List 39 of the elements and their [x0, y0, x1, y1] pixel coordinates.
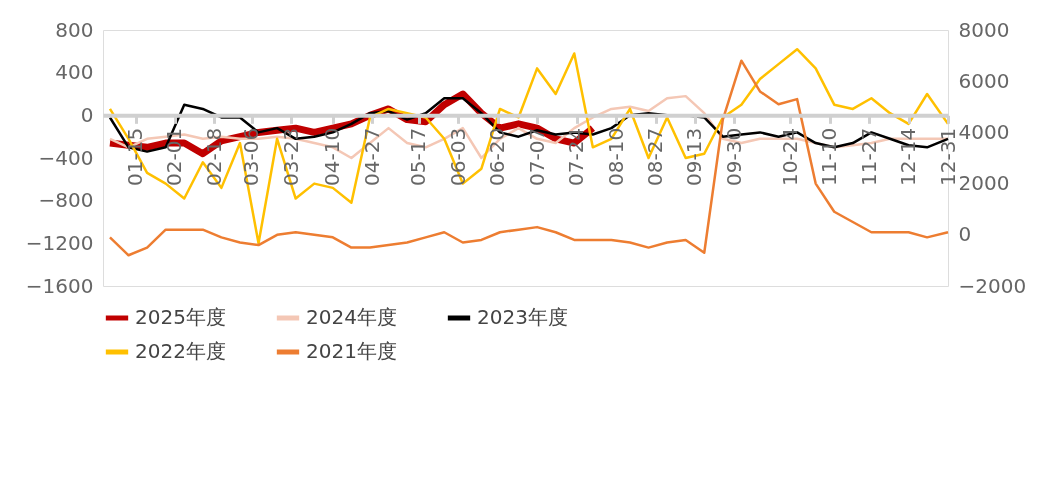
x-tick-label: 01-15	[123, 127, 147, 186]
x-tick-label: 05-17	[406, 127, 431, 186]
y2-tick-label: −2000	[958, 273, 1027, 298]
y2-tick-label: 4000	[958, 119, 1010, 144]
y-tick-label: −1600	[25, 273, 94, 298]
legend-label: 2024年度	[306, 305, 397, 329]
y2-tick-label: 0	[958, 222, 972, 247]
x-tick-label: 12-31	[935, 127, 960, 186]
legend-label: 2021年度	[306, 339, 397, 363]
x-tick-label: 04-27	[359, 127, 384, 186]
y-tick-label: 0	[80, 102, 94, 127]
x-tick-label: 04-10	[320, 127, 345, 186]
x-tick-label: 07-07	[524, 127, 549, 186]
y-tick-label: −400	[38, 145, 94, 170]
x-tick-label: 08-10	[603, 127, 628, 186]
y2-tick-label: 2000	[958, 171, 1010, 196]
x-tick-label: 03-06	[239, 127, 264, 186]
x-tick-label: 11-27	[856, 127, 881, 186]
x-tick-label: 08-27	[643, 127, 667, 186]
y2-tick-label: 8000	[958, 17, 1010, 42]
x-tick-label: 06-20	[485, 127, 510, 186]
x-tick-label: 03-23	[278, 127, 303, 186]
legend-label: 2025年度	[135, 305, 226, 329]
x-tick-label: 12-14	[896, 127, 921, 186]
x-tick-label: 11-10	[817, 127, 842, 186]
x-tick-label: 09-13	[682, 127, 707, 186]
x-tick-label: 02-18	[201, 127, 226, 186]
x-tick-label: 07-24	[564, 127, 589, 186]
y2-tick-label: 6000	[958, 68, 1010, 93]
x-tick-label: 06-03	[445, 127, 470, 186]
y-tick-label: 800	[55, 17, 94, 42]
y-tick-label: −800	[38, 188, 94, 213]
y-tick-label: 400	[55, 60, 94, 85]
x-tick-label: 10-24	[777, 127, 802, 186]
legend-label: 2022年度	[135, 339, 226, 363]
x-tick-label: 09-30	[721, 127, 746, 186]
legend-label: 2023年度	[477, 305, 568, 329]
x-tick-label: 02-01	[162, 127, 187, 186]
y-tick-label: −1200	[25, 230, 94, 255]
